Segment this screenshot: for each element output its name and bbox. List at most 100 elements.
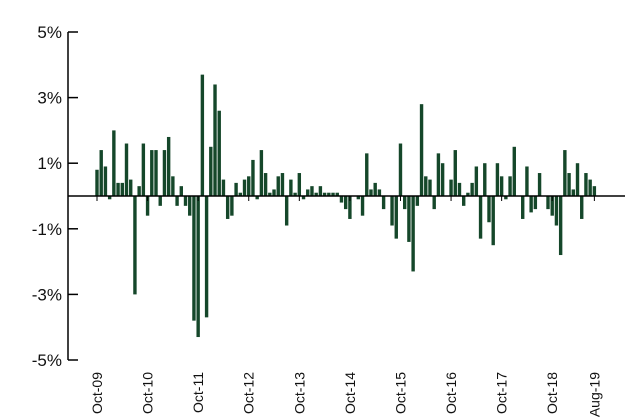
bar [213,84,217,196]
bar [424,176,428,196]
x-tick-label: Oct-11 [190,372,206,413]
bar [103,166,108,196]
bar [183,196,188,206]
bar [204,196,209,318]
y-tick-label: -3% [32,285,62,304]
bar [525,166,529,196]
bar [200,74,205,196]
bar [289,179,293,196]
bar [318,186,323,196]
bar [415,196,420,206]
bar [491,196,495,246]
x-tick-label: Oct-13 [291,372,307,414]
bar [457,182,462,196]
bar [124,143,129,196]
y-tick-label: 1% [37,154,62,173]
bar [499,176,504,196]
bar [137,186,141,196]
bar [171,176,175,196]
y-tick-label: 5% [37,23,62,42]
bar [537,173,542,196]
bar [377,189,382,196]
bar [343,196,348,210]
bar [331,192,335,196]
bar [339,196,344,203]
bar [209,146,213,196]
bar [563,150,567,196]
bar [521,196,525,219]
bar [407,196,411,242]
bar [440,163,445,196]
bar [166,136,171,196]
bar [259,150,264,196]
y-tick-label: 3% [37,89,62,108]
bar [580,196,584,219]
bar [348,196,352,219]
bar [175,196,179,206]
bar [99,150,103,196]
bar [112,130,116,196]
bar [512,146,516,196]
bar [411,196,415,272]
x-tick-label: Oct-09 [89,372,105,414]
bar [449,179,453,196]
bar [284,196,289,226]
bar [419,104,424,196]
bar [398,143,403,196]
bar [196,196,200,338]
x-tick-label: Aug-19 [586,372,602,417]
bar [402,196,407,210]
bar [306,189,310,196]
bar [508,176,512,196]
bar [293,192,297,196]
bar [428,179,432,196]
bar [365,153,369,196]
bar [327,192,331,196]
x-tick-label: Oct-12 [241,372,257,414]
bar [280,173,285,196]
bar [575,163,580,196]
bar [478,196,483,239]
bar [251,159,255,196]
bar [192,196,196,321]
bar [150,150,154,196]
bar [158,196,162,206]
bar [238,192,243,196]
bar [529,196,533,213]
bar [116,182,120,196]
x-tick-label: Oct-15 [392,372,408,414]
bar [483,163,487,196]
bar [188,196,192,216]
bar [369,189,373,196]
bar [322,192,327,196]
bar [217,110,221,196]
bar [95,169,99,196]
bar [495,163,500,196]
y-tick-label: -1% [32,220,62,239]
x-tick-label: Oct-18 [544,372,560,414]
bar [310,186,314,196]
bar [546,196,550,210]
bar [432,196,436,210]
bar [297,173,302,196]
bar [588,179,592,196]
bar [225,196,230,219]
bar [474,166,479,196]
bar [554,196,559,226]
bar [470,182,474,196]
bar [436,153,441,196]
bar [504,196,508,200]
bar [247,176,251,196]
bar [162,150,167,196]
bar [301,196,306,200]
bar [567,173,571,196]
x-tick-label: Oct-14 [342,372,358,414]
bar [276,176,280,196]
bar [129,179,133,196]
bar [360,196,365,216]
bar [234,182,238,196]
bar [390,196,394,226]
bar [335,192,339,196]
bar [120,182,124,196]
